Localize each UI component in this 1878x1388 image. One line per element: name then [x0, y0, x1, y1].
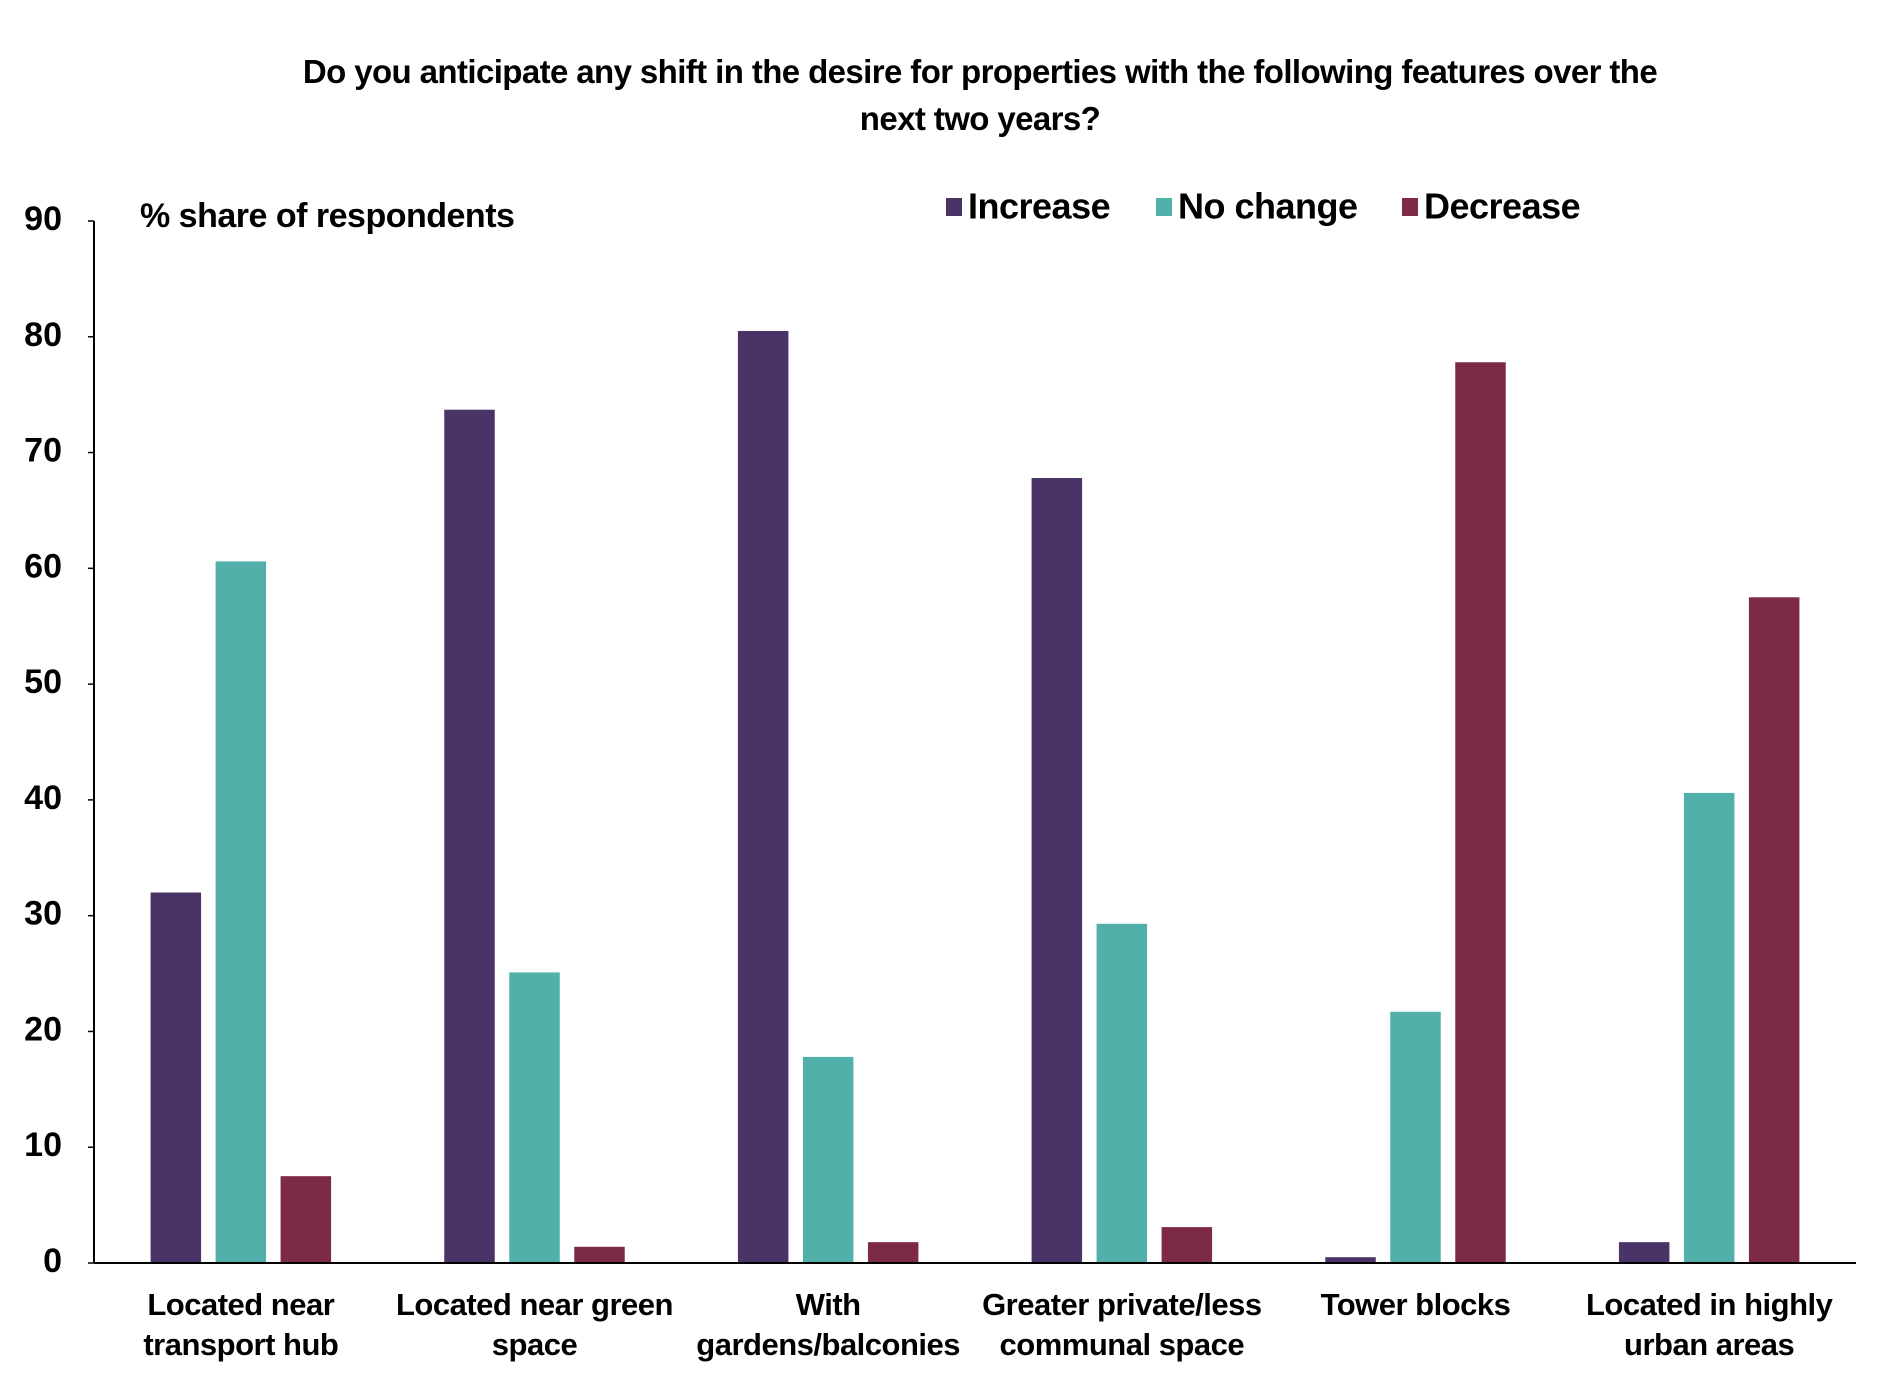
- legend-label: Decrease: [1424, 186, 1580, 227]
- bar: [150, 892, 202, 1263]
- bar: [867, 1242, 919, 1263]
- x-tick-label: Located in highly urban areas: [1585, 1287, 1833, 1362]
- legend-swatch: [1402, 198, 1418, 216]
- bar: [1618, 1242, 1670, 1263]
- bar: [802, 1056, 854, 1263]
- y-tick-label: 50: [24, 663, 62, 701]
- y-tick-label: 0: [43, 1242, 62, 1280]
- bar: [509, 972, 560, 1263]
- legend-swatch: [946, 198, 962, 216]
- bar: [1031, 478, 1083, 1263]
- x-tick-label: Located near green space: [395, 1287, 673, 1362]
- x-tick-label: With gardens/balconies: [696, 1287, 961, 1362]
- bar: [574, 1246, 625, 1263]
- x-tick-label: Tower blocks: [1320, 1287, 1511, 1322]
- bar: [1325, 1257, 1376, 1263]
- y-tick-label: 80: [24, 316, 62, 354]
- y-tick-label: 90: [24, 200, 62, 238]
- bar: [1748, 597, 1800, 1263]
- bar: [1683, 792, 1735, 1263]
- y-tick-label: 20: [24, 1010, 62, 1048]
- y-tick-label: 10: [24, 1126, 62, 1164]
- x-tick-label: Located near transport hub: [143, 1287, 339, 1362]
- legend-swatch: [1156, 198, 1172, 216]
- chart-title: Do you anticipate any shift in the desir…: [302, 53, 1658, 137]
- legend-label: No change: [1178, 186, 1358, 227]
- bar: [280, 1176, 332, 1263]
- bar: [1390, 1011, 1441, 1263]
- bar: [1161, 1227, 1213, 1263]
- y-tick-label: 30: [24, 895, 62, 933]
- bar: [215, 561, 267, 1263]
- legend-label: Increase: [968, 186, 1110, 227]
- bar: [444, 409, 495, 1263]
- y-axis-label: % share of respondents: [140, 197, 514, 235]
- bar: [1096, 923, 1148, 1263]
- y-tick-label: 60: [24, 547, 62, 585]
- y-tick-label: 40: [24, 779, 62, 817]
- y-tick-label: 70: [24, 432, 62, 470]
- bar: [737, 330, 789, 1263]
- bar: [1455, 362, 1506, 1263]
- x-tick-label: Greater private/less communal space: [982, 1287, 1262, 1362]
